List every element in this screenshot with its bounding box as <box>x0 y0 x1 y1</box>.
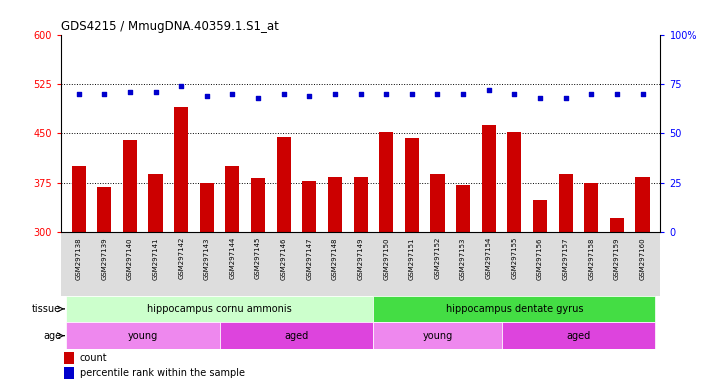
Bar <box>635 177 650 232</box>
Text: GSM297138: GSM297138 <box>76 237 81 280</box>
Text: GSM297157: GSM297157 <box>563 237 568 280</box>
Bar <box>373 296 655 322</box>
Text: age: age <box>43 331 61 341</box>
Text: count: count <box>80 353 108 363</box>
Bar <box>584 183 598 232</box>
Point <box>483 87 494 93</box>
Text: young: young <box>128 331 158 341</box>
Point <box>252 95 263 101</box>
Point <box>278 91 289 97</box>
Text: GSM297160: GSM297160 <box>640 237 645 280</box>
Text: GSM297151: GSM297151 <box>409 237 415 280</box>
Point <box>585 91 597 97</box>
Bar <box>123 140 137 232</box>
Text: GSM297159: GSM297159 <box>614 237 620 280</box>
Bar <box>97 187 111 232</box>
Text: hippocampus dentate gyrus: hippocampus dentate gyrus <box>446 304 583 314</box>
Point <box>458 91 469 97</box>
Point <box>329 91 341 97</box>
Bar <box>66 296 373 322</box>
Bar <box>456 185 470 232</box>
Text: GSM297145: GSM297145 <box>255 237 261 280</box>
Point <box>381 91 392 97</box>
Point <box>637 91 648 97</box>
Bar <box>174 107 188 232</box>
Point <box>201 93 213 99</box>
Point <box>150 89 161 95</box>
Bar <box>482 125 496 232</box>
Bar <box>328 177 342 232</box>
Text: GSM297143: GSM297143 <box>203 237 210 280</box>
Text: aged: aged <box>566 331 590 341</box>
Point <box>508 91 520 97</box>
Text: GSM297140: GSM297140 <box>127 237 133 280</box>
Bar <box>64 352 74 364</box>
Point <box>560 95 571 101</box>
Text: GSM297152: GSM297152 <box>434 237 441 280</box>
Bar <box>276 137 291 232</box>
Text: GSM297148: GSM297148 <box>332 237 338 280</box>
Text: GSM297158: GSM297158 <box>588 237 594 280</box>
Bar <box>220 322 373 349</box>
Bar <box>431 174 445 232</box>
Text: GSM297142: GSM297142 <box>178 237 184 280</box>
Text: hippocampus cornu ammonis: hippocampus cornu ammonis <box>147 304 292 314</box>
Bar <box>353 177 368 232</box>
Bar <box>405 138 419 232</box>
Point <box>611 91 623 97</box>
Text: GSM297154: GSM297154 <box>486 237 492 280</box>
Point <box>99 91 110 97</box>
Text: GSM297146: GSM297146 <box>281 237 287 280</box>
Point <box>227 91 238 97</box>
Point <box>534 95 545 101</box>
Text: GSM297150: GSM297150 <box>383 237 389 280</box>
Bar <box>251 178 265 232</box>
Text: percentile rank within the sample: percentile rank within the sample <box>80 368 245 378</box>
Point <box>355 91 366 97</box>
Bar <box>533 200 547 232</box>
Bar <box>373 322 501 349</box>
Point <box>406 91 418 97</box>
Bar <box>226 166 239 232</box>
Text: GSM297139: GSM297139 <box>101 237 107 280</box>
Text: tissue: tissue <box>32 304 61 314</box>
Text: aged: aged <box>284 331 308 341</box>
Point <box>432 91 443 97</box>
Text: GSM297153: GSM297153 <box>460 237 466 280</box>
Bar <box>71 166 86 232</box>
Bar <box>558 174 573 232</box>
Text: GSM297156: GSM297156 <box>537 237 543 280</box>
Bar <box>379 132 393 232</box>
Text: GDS4215 / MmugDNA.40359.1.S1_at: GDS4215 / MmugDNA.40359.1.S1_at <box>61 20 278 33</box>
Bar <box>508 132 521 232</box>
Point <box>124 89 136 95</box>
Text: GSM297144: GSM297144 <box>229 237 236 280</box>
Bar <box>149 174 163 232</box>
Bar <box>501 322 655 349</box>
Point <box>303 93 315 99</box>
Text: GSM297141: GSM297141 <box>153 237 159 280</box>
Text: GSM297149: GSM297149 <box>358 237 363 280</box>
Point <box>176 83 187 89</box>
Bar <box>302 181 316 232</box>
Bar <box>200 183 213 232</box>
Text: young: young <box>423 331 453 341</box>
Text: GSM297147: GSM297147 <box>306 237 312 280</box>
Point <box>73 91 84 97</box>
Bar <box>64 367 74 379</box>
Bar <box>610 218 624 232</box>
Text: GSM297155: GSM297155 <box>511 237 518 280</box>
Bar <box>66 322 220 349</box>
